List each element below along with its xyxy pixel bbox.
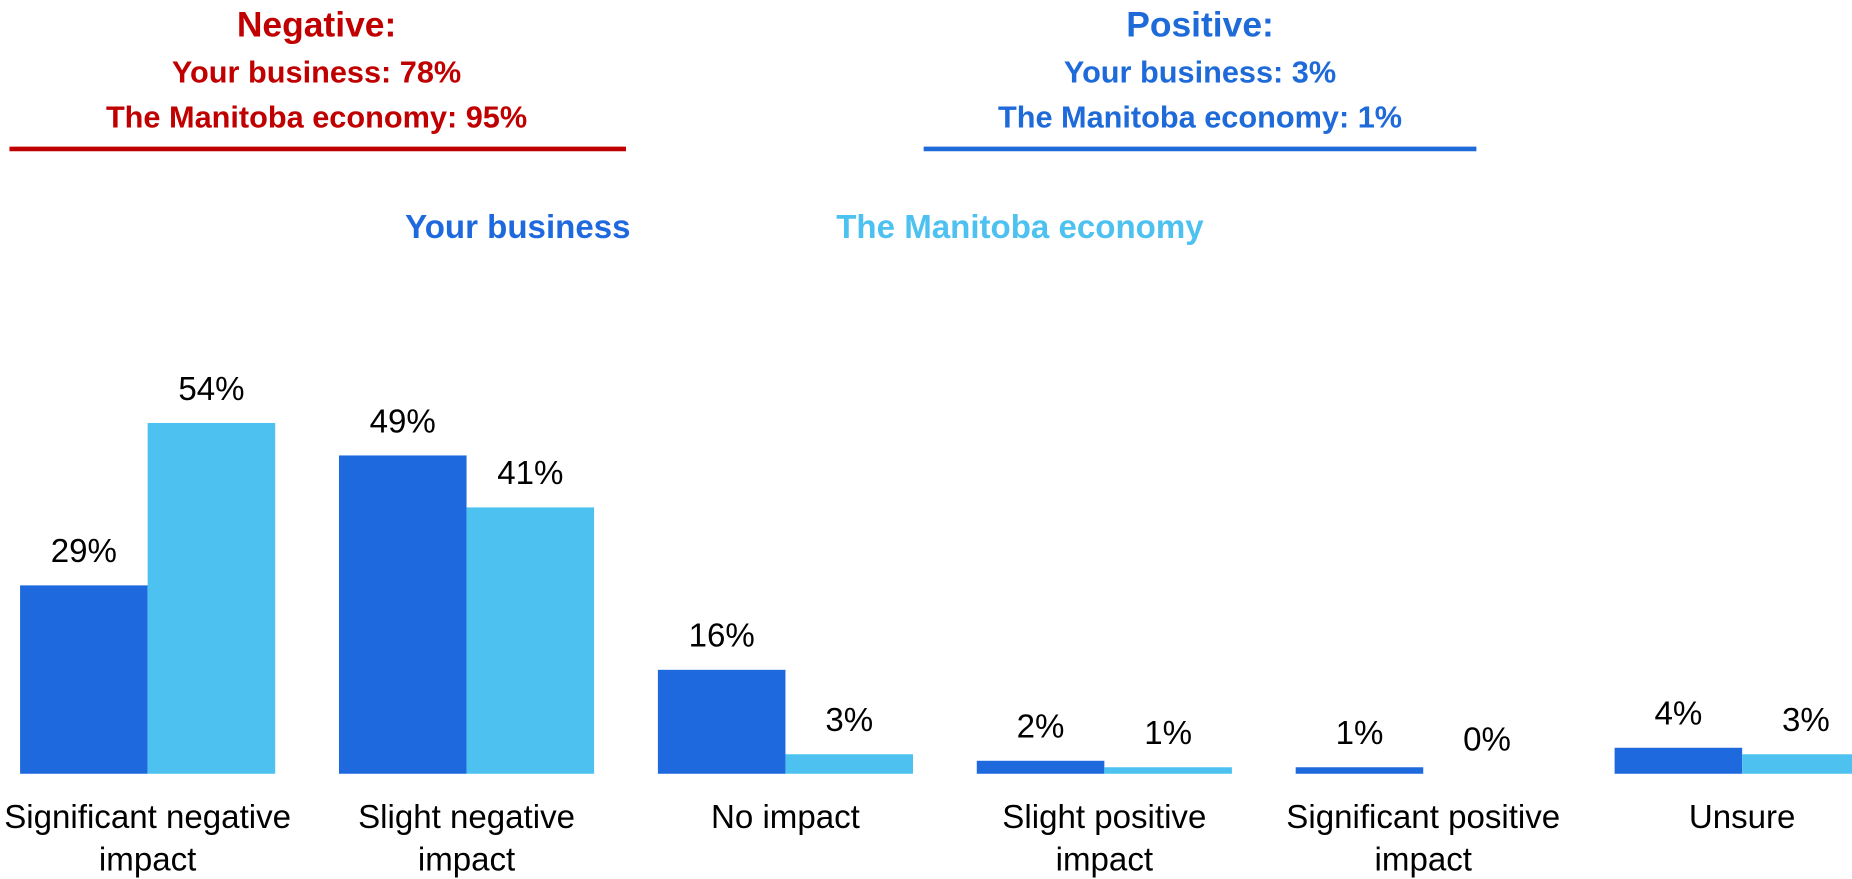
x-tick-label: Significant positive impact bbox=[1286, 798, 1561, 878]
legend-entry: Your business bbox=[405, 209, 630, 246]
annotation-line: The Manitoba economy: 1% bbox=[998, 100, 1402, 135]
value-label: 1% bbox=[1336, 715, 1384, 752]
x-tick-label: Unsure bbox=[1688, 798, 1796, 836]
annotation-line: The Manitoba economy: 95% bbox=[106, 100, 527, 135]
bar bbox=[466, 507, 595, 774]
x-tick-label: Slight negative impact bbox=[358, 798, 576, 878]
value-label: 16% bbox=[689, 618, 755, 655]
value-label: 3% bbox=[1782, 702, 1830, 739]
bar bbox=[657, 669, 786, 774]
value-label: 49% bbox=[370, 403, 436, 440]
category-label-box: Significant negative impact bbox=[4, 798, 292, 878]
x-tick-label: Significant negative impact bbox=[4, 798, 292, 878]
legend-entry: The Manitoba economy bbox=[836, 209, 1204, 246]
annotation-line: Your business: 3% bbox=[1064, 55, 1336, 90]
value-label: 2% bbox=[1017, 709, 1065, 746]
bar bbox=[785, 754, 914, 774]
x-tick-label: No impact bbox=[710, 798, 860, 836]
bar bbox=[976, 760, 1105, 774]
annotation-title: Negative: bbox=[237, 5, 396, 45]
bar bbox=[1104, 767, 1232, 774]
value-label: 41% bbox=[497, 455, 563, 492]
category-label-box: Significant positive impact bbox=[1286, 798, 1561, 878]
category-label-box: Slight negative impact bbox=[358, 798, 576, 878]
bar bbox=[20, 585, 148, 774]
bar bbox=[338, 455, 467, 774]
category-label-box: Unsure bbox=[1688, 798, 1796, 836]
bar bbox=[1742, 754, 1852, 774]
bar bbox=[147, 422, 276, 774]
value-label: 29% bbox=[51, 533, 117, 570]
value-label: 1% bbox=[1144, 715, 1192, 752]
x-tick-label: Slight positive impact bbox=[1002, 798, 1207, 878]
value-label: 4% bbox=[1654, 696, 1702, 733]
value-label: 0% bbox=[1463, 722, 1511, 759]
value-label: 3% bbox=[825, 702, 873, 739]
bar bbox=[1295, 767, 1424, 774]
bar bbox=[1614, 747, 1743, 774]
category-label-box: No impact bbox=[710, 798, 860, 836]
category-label-box: Slight positive impact bbox=[1002, 798, 1207, 878]
annotation-line: Your business: 78% bbox=[172, 55, 461, 90]
value-label: 54% bbox=[178, 371, 244, 408]
annotation-title: Positive: bbox=[1126, 5, 1274, 45]
